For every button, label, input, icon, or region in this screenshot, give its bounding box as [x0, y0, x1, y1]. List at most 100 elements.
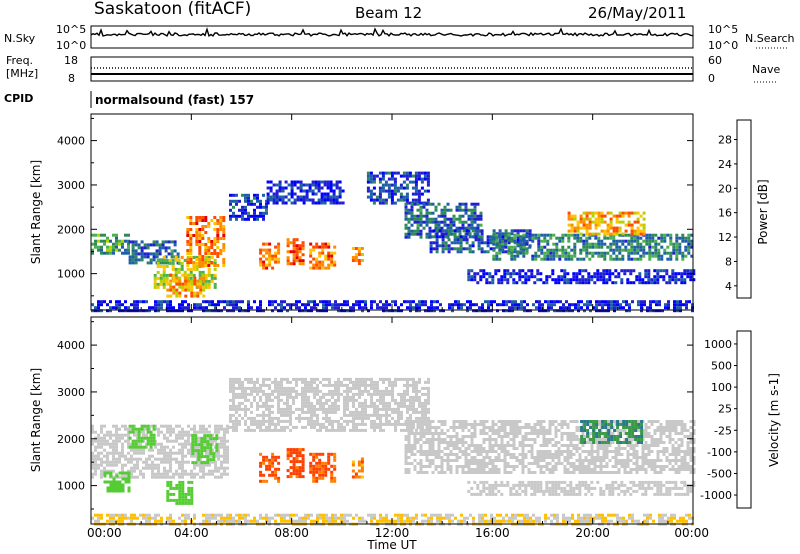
- power-cell: [573, 214, 577, 218]
- power-cell: [407, 217, 411, 221]
- power-cell: [204, 261, 208, 264]
- velocity-cell: [124, 480, 128, 484]
- velocity-cell: [437, 450, 441, 453]
- power-cell: [558, 248, 562, 252]
- power-cell: [624, 211, 628, 215]
- power-cell: [492, 254, 496, 258]
- velocity-cell: [175, 460, 178, 464]
- velocity-cell: [220, 445, 223, 449]
- power-cell: [320, 180, 324, 184]
- velocity-cell: [415, 410, 418, 414]
- velocity-cell: [352, 416, 355, 420]
- velocity-cell: [226, 445, 229, 449]
- velocity-cell: [277, 410, 280, 414]
- power-cell: [299, 198, 303, 202]
- nave-label: Nave: [752, 63, 780, 76]
- power-cell: [589, 303, 592, 307]
- power-cell: [91, 233, 94, 237]
- power-cell: [268, 260, 272, 264]
- power-cell: [410, 214, 414, 218]
- velocity-cell: [503, 429, 507, 432]
- velocity-cell: [181, 448, 184, 452]
- velocity-cell: [346, 398, 349, 402]
- velocity-cell: [524, 453, 528, 456]
- velocity-cell: [271, 404, 274, 408]
- velocity-cell: [470, 450, 474, 453]
- power-cell: [369, 195, 373, 199]
- velocity-cell: [361, 401, 364, 405]
- power-cell: [572, 272, 576, 276]
- power-cell: [443, 208, 447, 212]
- velocity-cell: [124, 433, 127, 437]
- velocity-cell: [494, 423, 498, 426]
- power-cell: [609, 232, 613, 236]
- velocity-cell: [524, 426, 528, 429]
- velocity-cell: [209, 443, 213, 447]
- power-cell: [564, 254, 568, 258]
- power-cell: [426, 198, 430, 202]
- power-cell: [647, 278, 651, 282]
- power-cell: [195, 264, 199, 268]
- velocity-cell: [208, 430, 211, 434]
- velocity-cell: [232, 383, 235, 387]
- power-cell: [601, 303, 604, 307]
- power-cell: [109, 251, 112, 255]
- power-cell: [633, 236, 637, 240]
- velocity-cell: [422, 465, 426, 468]
- power-cell: [425, 211, 429, 215]
- power-cell: [603, 214, 607, 218]
- velocity-cell: [437, 465, 441, 468]
- power-cell: [465, 247, 469, 251]
- velocity-cell: [154, 463, 157, 467]
- velocity-cell: [169, 466, 172, 470]
- power-cell: [262, 309, 265, 313]
- velocity-cell: [461, 468, 465, 471]
- power-cell: [417, 177, 421, 181]
- power-cell: [684, 239, 688, 243]
- velocity-cell: [560, 432, 564, 435]
- velocity-cell: [274, 455, 278, 459]
- power-cell: [585, 236, 589, 240]
- power-cell: [640, 306, 643, 310]
- velocity-cell: [226, 451, 229, 455]
- velocity-cell: [134, 427, 138, 431]
- power-cell: [660, 257, 664, 261]
- velocity-cell: [232, 419, 235, 423]
- velocity-cell: [212, 437, 216, 441]
- velocity-cell: [376, 425, 379, 429]
- power-cell: [473, 275, 477, 279]
- power-cell: [677, 272, 681, 276]
- power-cell: [606, 251, 610, 255]
- power-cell: [376, 303, 379, 307]
- velocity-cell: [470, 444, 474, 447]
- power-cell: [470, 214, 474, 218]
- power-cell: [633, 232, 637, 236]
- velocity-cell: [169, 451, 172, 455]
- velocity-cell: [349, 377, 352, 381]
- power-cell: [596, 272, 600, 276]
- velocity-cell: [118, 486, 122, 490]
- power-cell: [600, 251, 604, 255]
- power-cell: [642, 248, 646, 252]
- power-cell: [186, 264, 190, 267]
- power-cell: [265, 242, 269, 246]
- power-cell: [660, 245, 664, 249]
- power-cell: [615, 217, 619, 221]
- velocity-cell: [373, 389, 376, 393]
- velocity-cell: [431, 441, 435, 444]
- power-cell: [534, 257, 538, 261]
- velocity-cell: [403, 377, 406, 381]
- velocity-cell: [217, 445, 220, 449]
- power-cell: [372, 174, 376, 178]
- power-cell: [484, 309, 487, 313]
- power-cell: [352, 303, 355, 307]
- velocity-cell: [109, 474, 113, 478]
- velocity-cell: [394, 377, 397, 381]
- velocity-cell: [271, 458, 275, 462]
- velocity-cell: [289, 472, 293, 476]
- velocity-cell: [437, 453, 441, 456]
- power-cell: [514, 306, 517, 310]
- power-cell: [136, 303, 139, 307]
- power-cell: [426, 189, 430, 193]
- velocity-cell: [515, 435, 519, 438]
